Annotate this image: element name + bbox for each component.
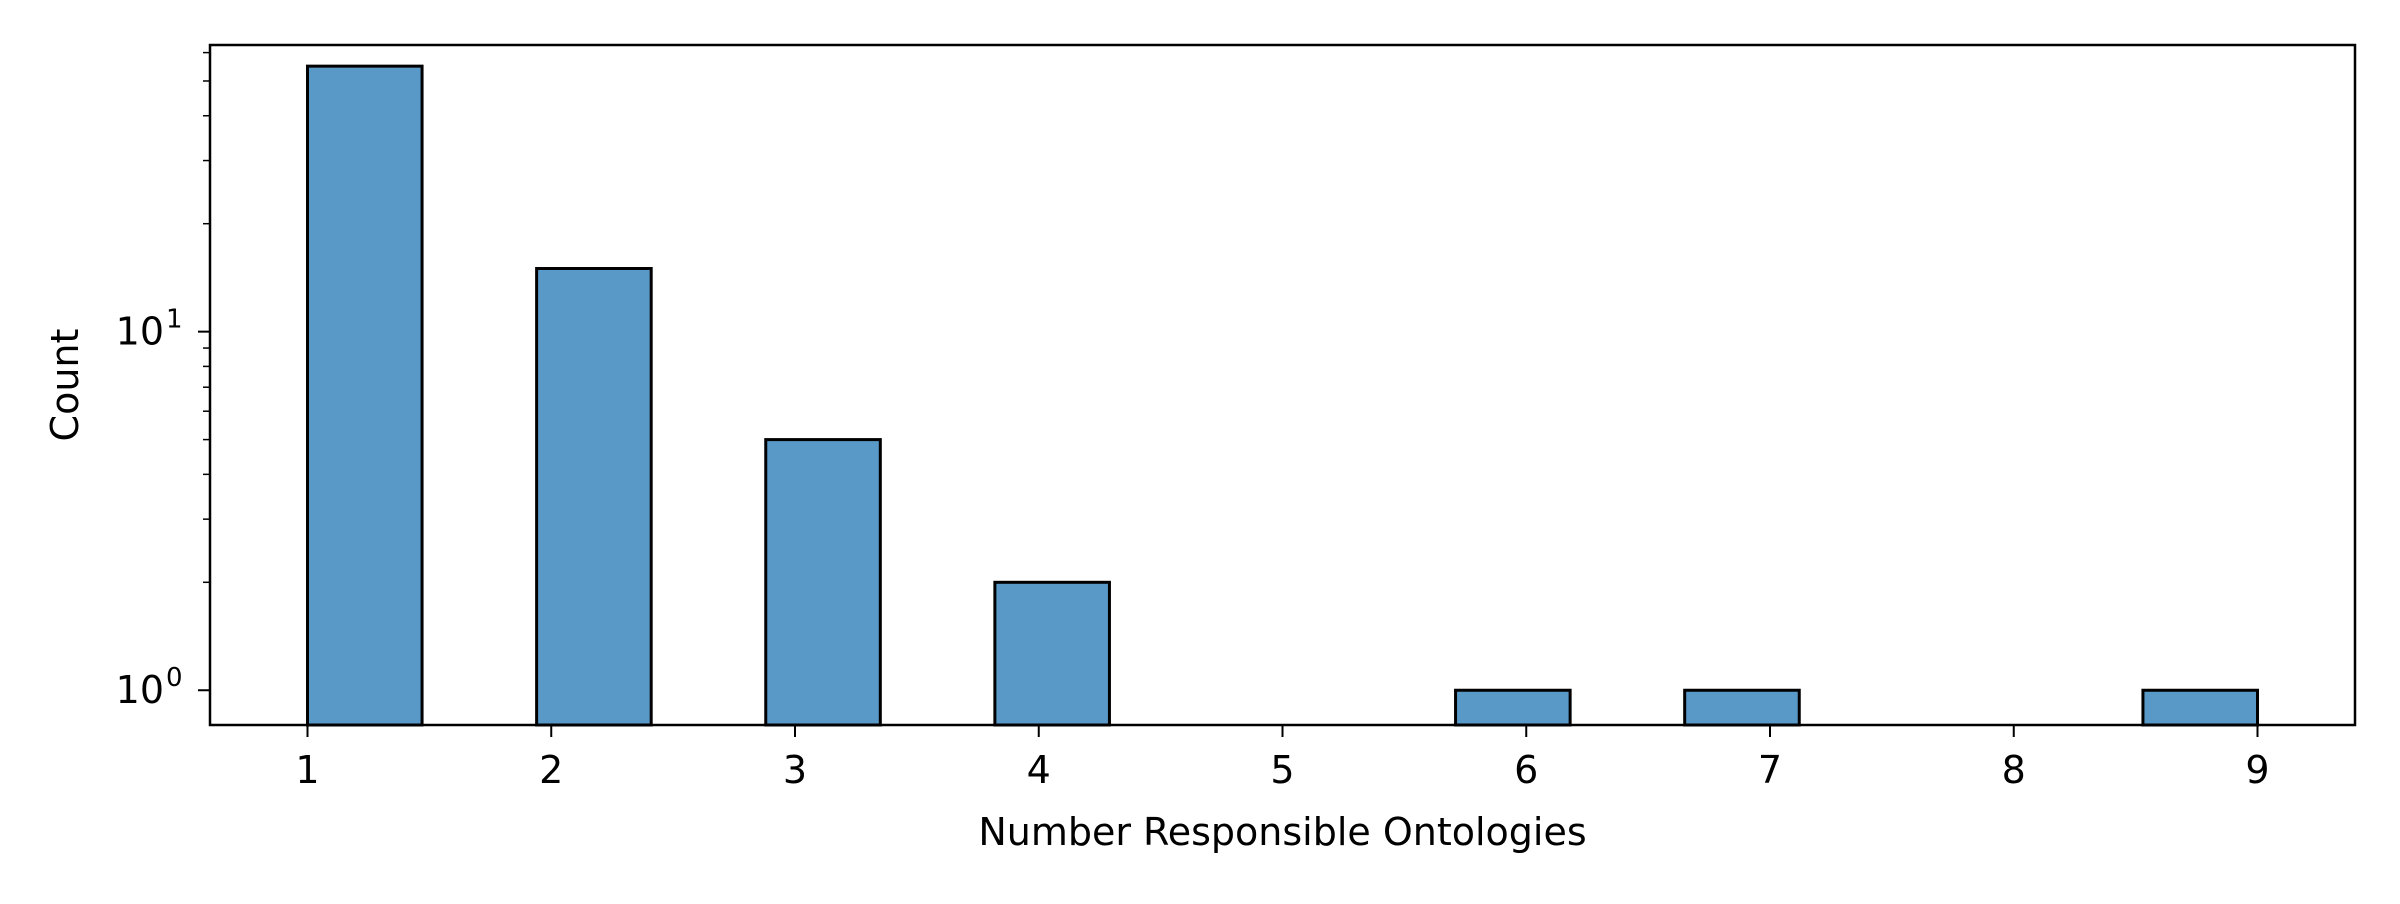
x-tick-label: 5	[1270, 748, 1294, 792]
histogram-bar	[306, 64, 424, 727]
histogram-bar	[535, 266, 653, 727]
y-tick-label-exponent: 0	[166, 663, 183, 693]
x-tick-label: 1	[295, 748, 319, 792]
y-tick-label: 10	[116, 668, 164, 712]
histogram-bar	[993, 580, 1111, 727]
histogram-bar	[2141, 688, 2259, 727]
plot-area-frame	[208, 43, 2357, 727]
histogram-bar	[1454, 688, 1572, 727]
y-tick-label-exponent: 1	[166, 305, 183, 335]
x-axis-ticks: 1 2 3 4 5 6 7 8 9	[295, 725, 2270, 792]
y-tick-label: 10	[116, 310, 164, 354]
x-tick-label: 7	[1758, 748, 1782, 792]
x-tick-label: 6	[1514, 748, 1538, 792]
x-tick-label: 2	[539, 748, 563, 792]
x-tick-label: 4	[1027, 748, 1051, 792]
histogram-bar	[1683, 688, 1801, 727]
x-tick-label: 8	[2002, 748, 2026, 792]
bars-layer	[306, 64, 2259, 727]
histogram-bar	[764, 438, 882, 727]
x-tick-label: 3	[783, 748, 807, 792]
y-axis-label: Count	[43, 329, 87, 442]
x-tick-label: 9	[2245, 748, 2269, 792]
x-axis-label: Number Responsible Ontologies	[978, 810, 1586, 854]
